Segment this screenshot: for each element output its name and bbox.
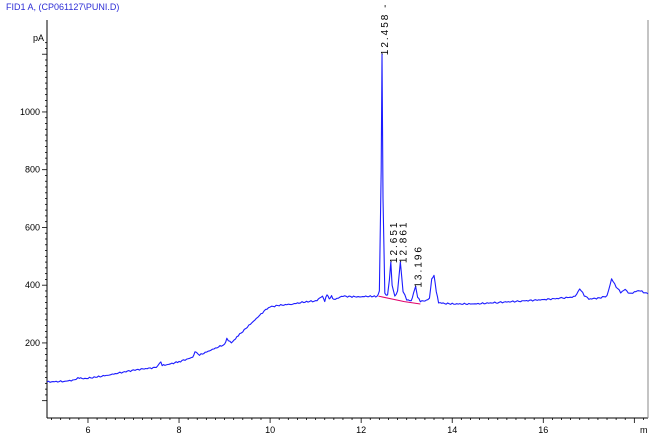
y-axis-label: pA (33, 33, 44, 43)
y-tick-label: 400 (25, 280, 40, 290)
peak-baseline (378, 295, 405, 303)
y-tick-label: 200 (25, 338, 40, 348)
peak-label: 12.861 (398, 220, 409, 263)
axes: 200 400 600 800 1000 pA 6 8 10 12 14 16 m (20, 20, 649, 435)
x-tick-label: 10 (265, 425, 275, 435)
chart-title: FID1 A, (CP061127\PUNI.D) (6, 2, 120, 12)
x-tick-label: 12 (356, 425, 366, 435)
y-tick-label: 800 (25, 165, 40, 175)
y-tick-label: 1000 (20, 107, 40, 117)
x-tick-label: 16 (538, 425, 548, 435)
trace-group (46, 53, 649, 383)
x-tick-label: 14 (447, 425, 457, 435)
baseline-markers (378, 295, 421, 305)
series-line (46, 53, 649, 383)
x-tick-label: 6 (85, 425, 90, 435)
peak-label: 12.458 - punisic acid (380, 0, 391, 55)
peak-baseline (404, 301, 421, 305)
y-tick-label: 600 (25, 222, 40, 232)
peak-label: 13.196 (414, 245, 425, 288)
x-axis-unit-label: m (640, 425, 648, 435)
peak-label: 12.651 (389, 220, 400, 263)
x-tick-label: 8 (177, 425, 182, 435)
